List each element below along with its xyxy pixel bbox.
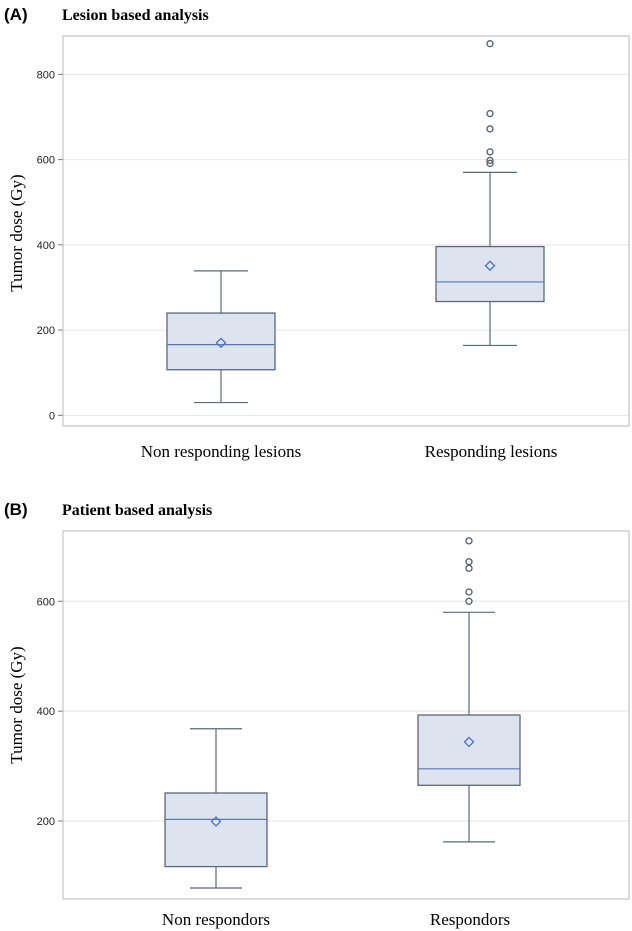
panel-b-plot-background [63, 531, 629, 899]
panel-b-plot-frame [62, 530, 630, 900]
panel-a-category-label-2: Responding lesions [425, 442, 558, 461]
panel-b-y-tick-label: 400 [37, 706, 55, 718]
panel-b-box-2-mean-marker [463, 736, 475, 748]
panel-a-plot-background [63, 36, 629, 426]
panel-a-box-2-outlier [486, 40, 494, 48]
panel-b-category-label-1: Non respondors [162, 910, 270, 929]
panel-a-y-tick-label: 600 [37, 155, 55, 167]
panel-b-box-2-outlier [465, 597, 473, 605]
panel-b-box-2-outlier [465, 588, 473, 596]
panel-a-plot-frame [62, 35, 630, 427]
panel-a: (A) Lesion based analysis 0200400600800 … [4, 5, 630, 461]
panel-a-box-2-outlier [486, 156, 494, 165]
panel-b-box-1-iqr-box [164, 792, 268, 868]
panel-a-box-2-outlier [486, 109, 494, 118]
panel-a-box-2-mean-marker [484, 260, 496, 272]
panel-a-box-1-mean-marker [215, 337, 227, 349]
panel-b-y-axis-label: Tumor dose (Gy) [7, 646, 26, 763]
panel-a-box-2-outlier [486, 125, 494, 133]
panel-a-box-1-iqr-box [166, 312, 276, 371]
panel-b-box-1-mean-marker [210, 816, 222, 827]
panel-a-y-tick-label: 0 [49, 410, 55, 422]
panel-a-box-2-outlier [486, 148, 494, 156]
panel-b: (B) Patient based analysis 200 400 600 Tum… [4, 500, 630, 929]
panel-b-title: Patient based analysis [62, 502, 212, 519]
panel-b-letter: (B) [4, 500, 28, 519]
panel-a-letter: (A) [4, 5, 28, 24]
panel-a-y-tick-label: 200 [37, 325, 55, 337]
panel-a-y-axis-label: Tumor dose (Gy) [7, 174, 26, 291]
panel-a-y-tick-label: 400 [37, 240, 55, 252]
panel-b-box-2-iqr-box [417, 714, 521, 786]
panel-b-category-label-2: Respondors [430, 910, 510, 929]
panel-a-box-2-iqr-box [435, 245, 545, 303]
panel-b-box-2-outlier [465, 537, 473, 545]
panel-a-category-label-1: Non responding lesions [141, 442, 302, 461]
panel-b-box-2-outlier [465, 558, 473, 566]
panel-a-plot-area: 0 200 400 600 800 [37, 35, 630, 427]
panel-a-title: Lesion based analysis [62, 7, 209, 24]
panel-b-y-tick-label: 600 [37, 596, 55, 608]
panel-a-box-2-outlier [486, 159, 494, 168]
panel-a-y-tick-label: 800 [37, 69, 55, 81]
panel-b-plot-area: 200 400 600 [37, 530, 630, 900]
panel-b-y-tick-label: 200 [37, 816, 55, 828]
